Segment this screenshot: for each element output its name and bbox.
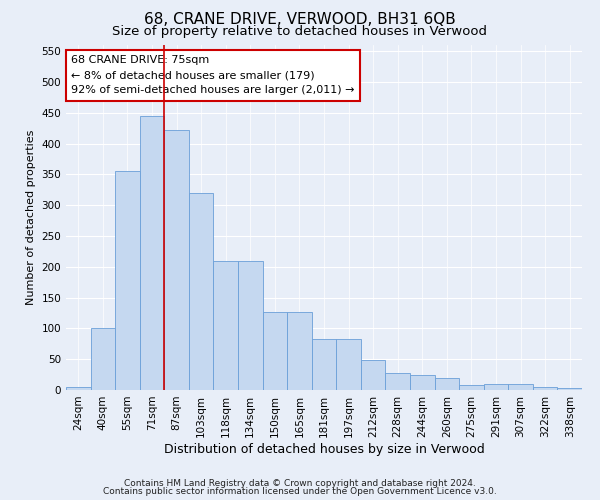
Bar (434, 378, 459, 390)
Bar (91, 328, 115, 390)
Text: Size of property relative to detached houses in Verwood: Size of property relative to detached ho… (113, 25, 487, 38)
Bar (140, 116, 164, 390)
Bar (115, 172, 140, 390)
Y-axis label: Number of detached properties: Number of detached properties (26, 130, 36, 305)
Bar (189, 193, 214, 390)
Bar (361, 360, 385, 390)
X-axis label: Distribution of detached houses by size in Verwood: Distribution of detached houses by size … (164, 442, 484, 456)
Bar (410, 374, 434, 390)
Bar (557, 388, 582, 390)
Bar (164, 130, 189, 390)
Bar (66, 387, 91, 390)
Bar (238, 260, 263, 390)
Text: Contains HM Land Registry data © Crown copyright and database right 2024.: Contains HM Land Registry data © Crown c… (124, 478, 476, 488)
Bar (287, 312, 312, 390)
Text: 68, CRANE DRIVE, VERWOOD, BH31 6QB: 68, CRANE DRIVE, VERWOOD, BH31 6QB (144, 12, 456, 28)
Text: Contains public sector information licensed under the Open Government Licence v3: Contains public sector information licen… (103, 487, 497, 496)
Bar (508, 384, 533, 390)
Bar (385, 374, 410, 390)
Bar (459, 385, 484, 390)
Bar (336, 339, 361, 390)
Bar (312, 339, 336, 390)
Bar (214, 260, 238, 390)
Bar (484, 384, 508, 390)
Bar (263, 312, 287, 390)
Bar (533, 387, 557, 390)
Text: 68 CRANE DRIVE: 75sqm
← 8% of detached houses are smaller (179)
92% of semi-deta: 68 CRANE DRIVE: 75sqm ← 8% of detached h… (71, 56, 355, 95)
